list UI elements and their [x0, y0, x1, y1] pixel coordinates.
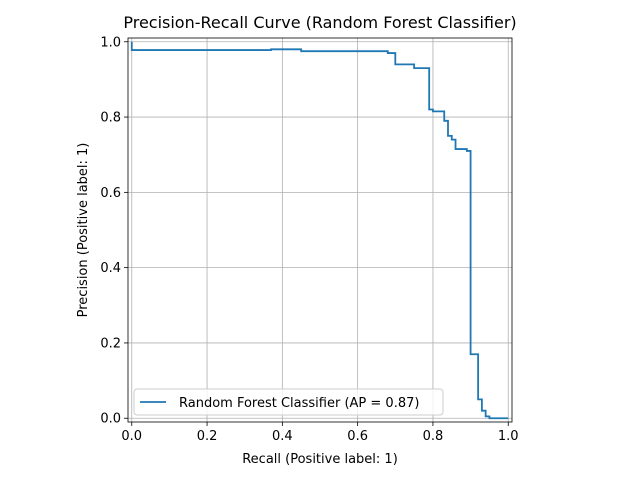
y-tick-label: 0.2: [100, 336, 121, 351]
grid: [128, 38, 512, 422]
legend-entry-label: Random Forest Classifier (AP = 0.87): [179, 396, 419, 411]
x-tick-label: 0.6: [347, 429, 368, 444]
x-tick-label: 0.8: [423, 429, 444, 444]
axis-ticks: 0.0 0.2 0.4 0.6 0.8 1.0 0.0 0.2 0.4 0.6 0.8 1.0: [100, 35, 518, 444]
legend: Random Forest Classifier (AP = 0.87): [133, 388, 444, 416]
chart-title: Precision-Recall Curve (Random Forest Cl…: [123, 13, 516, 32]
plot-area: [130, 41, 509, 420]
pr-curve-line: [130, 41, 509, 420]
x-tick-label: 0.4: [272, 429, 293, 444]
y-tick-label: 0.4: [100, 261, 121, 276]
plot-frame: [127, 37, 513, 423]
y-axis-label: Precision (Positive label: 1): [76, 143, 91, 318]
legend-box: [133, 388, 444, 416]
x-axis-label: Recall (Positive label: 1): [242, 452, 398, 467]
y-tick-label: 1.0: [100, 35, 121, 50]
y-tick-label: 0.6: [100, 186, 121, 201]
x-tick-label: 0.0: [121, 429, 142, 444]
x-tick-label: 0.2: [197, 429, 218, 444]
y-tick-label: 0.0: [100, 412, 121, 427]
y-tick-label: 0.8: [100, 111, 121, 126]
x-tick-label: 1.0: [498, 429, 519, 444]
